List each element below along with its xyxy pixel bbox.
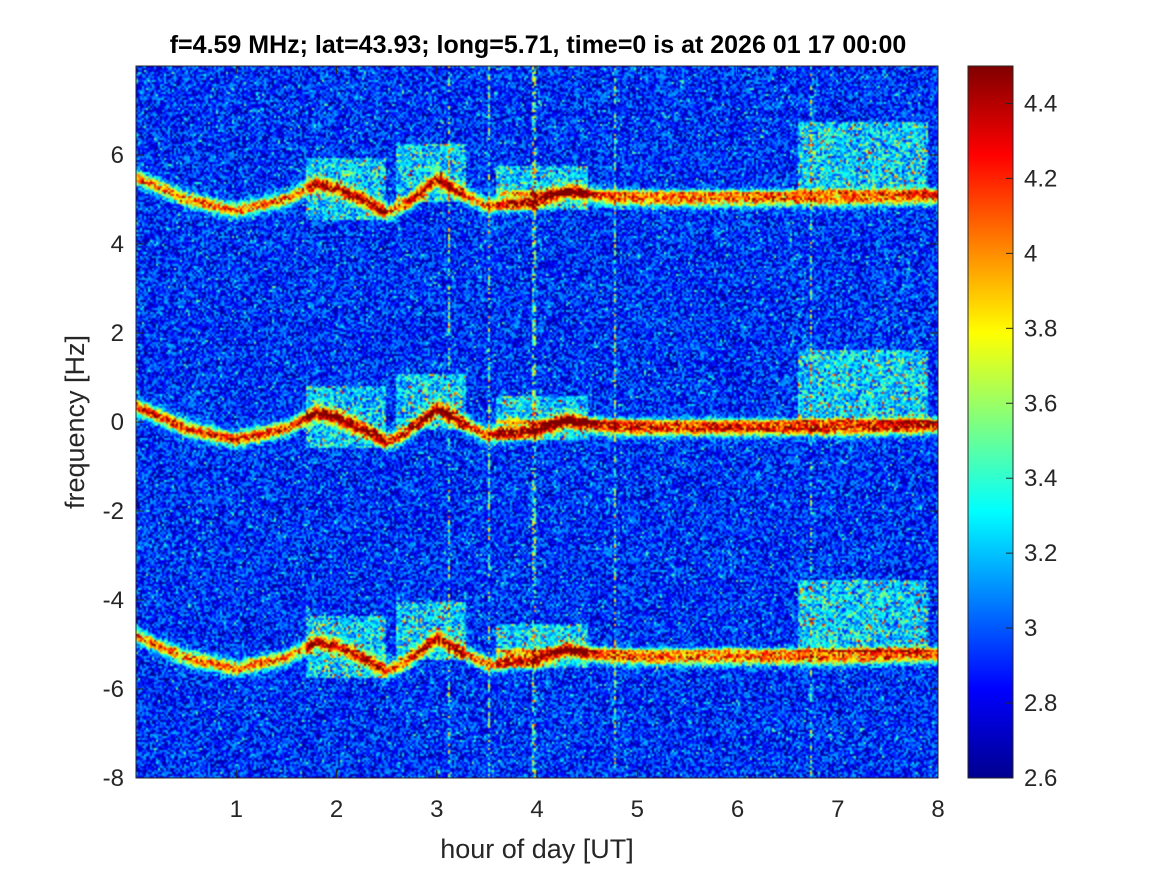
y-tick-label: -2 (103, 498, 124, 525)
y-tick-label: -8 (103, 765, 124, 792)
colorbar-tick-label: 4 (1024, 240, 1037, 267)
colorbar-tick-label: 2.6 (1024, 765, 1057, 792)
y-tick-label: -4 (103, 587, 124, 614)
x-tick-label: 7 (831, 796, 844, 823)
x-tick-label: 2 (330, 796, 343, 823)
spectrogram-heatmap (136, 66, 938, 778)
x-axis-label: hour of day [UT] (440, 834, 634, 864)
colorbar-tick-label: 4.2 (1024, 165, 1057, 192)
colorbar-tick-label: 3 (1024, 615, 1037, 642)
x-tick-label: 6 (731, 796, 744, 823)
plot-area (135, 65, 939, 779)
x-tick-label: 5 (631, 796, 644, 823)
colorbar-tick-label: 2.8 (1024, 690, 1057, 717)
colorbar-gradient (967, 65, 1014, 779)
colorbar: 2.6 2.8 3 3.2 3.4 3.6 3.8 4 4.2 4.4 (967, 65, 1057, 792)
x-tick-label: 3 (430, 796, 443, 823)
colorbar-tick-label: 3.8 (1024, 315, 1057, 342)
y-tick-label: -6 (103, 676, 124, 703)
x-axis: 1 2 3 4 5 6 7 8 (230, 66, 945, 823)
colorbar-tick-label: 3.6 (1024, 390, 1057, 417)
colorbar-ticks: 2.6 2.8 3 3.2 3.4 3.6 3.8 4 4.2 4.4 (1006, 90, 1057, 792)
y-tick-label: 0 (111, 409, 124, 436)
colorbar-tick-label: 4.4 (1024, 90, 1057, 117)
x-tick-label: 1 (230, 796, 243, 823)
y-tick-label: 6 (111, 142, 124, 169)
y-axis-label: frequency [Hz] (60, 335, 90, 509)
x-tick-label: 8 (931, 796, 944, 823)
colorbar-tick-label: 3.2 (1024, 540, 1057, 567)
y-tick-label: 2 (111, 320, 124, 347)
colorbar-tick-label: 3.4 (1024, 465, 1057, 492)
chart-title: f=4.59 MHz; lat=43.93; long=5.71, time=0… (170, 31, 907, 59)
y-tick-label: 4 (111, 231, 124, 258)
x-tick-label: 4 (530, 796, 543, 823)
y-axis: -8 -6 -4 -2 0 2 4 6 (103, 142, 938, 792)
